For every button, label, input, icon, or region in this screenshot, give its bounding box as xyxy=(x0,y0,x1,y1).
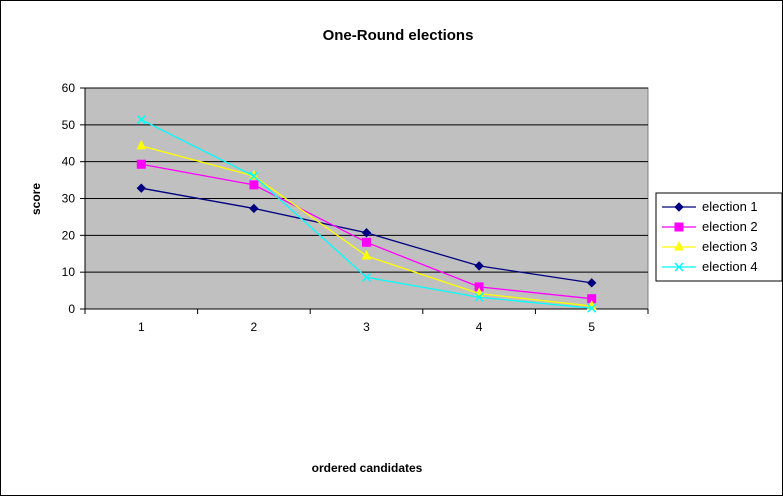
legend-label: election 4 xyxy=(702,259,758,274)
legend-item: election 1 xyxy=(662,199,758,214)
data-point xyxy=(587,303,597,313)
y-axis-label: score xyxy=(29,183,43,215)
y-tick-label: 30 xyxy=(62,192,76,206)
legend-swatch-marker xyxy=(674,202,684,212)
x-tick-label: 3 xyxy=(363,320,370,334)
legend-item: election 2 xyxy=(662,219,758,234)
series-2 xyxy=(136,159,597,304)
y-tick-label: 40 xyxy=(62,155,76,169)
legend-swatch-marker xyxy=(674,222,684,232)
x-axis-tick-labels: 1 2 3 4 5 xyxy=(138,320,595,334)
x-tick-label: 4 xyxy=(476,320,483,334)
x-tick-label: 5 xyxy=(588,320,595,334)
y-tick-label: 10 xyxy=(62,265,76,279)
series-lines xyxy=(136,115,597,313)
data-point xyxy=(249,180,259,190)
legend-item: election 3 xyxy=(662,239,758,254)
legend-label: election 1 xyxy=(702,199,758,214)
data-point xyxy=(136,183,147,193)
data-point xyxy=(361,228,372,238)
data-point xyxy=(362,237,371,247)
data-point xyxy=(249,203,259,214)
legend-swatch-marker xyxy=(674,240,684,251)
data-point xyxy=(586,278,597,288)
data-point xyxy=(136,115,146,125)
data-point xyxy=(361,272,372,282)
data-point xyxy=(136,159,146,169)
data-point xyxy=(136,139,147,150)
legend: election 1 election 2 election 3 election 4 xyxy=(655,192,783,282)
legend-swatch-marker xyxy=(674,262,684,272)
y-tick-label: 60 xyxy=(62,81,76,95)
data-point xyxy=(474,292,484,302)
x-tick-label: 2 xyxy=(251,320,258,334)
y-tick-label: 20 xyxy=(62,228,76,242)
y-tick-label: 0 xyxy=(68,302,75,316)
series-1 xyxy=(136,183,597,288)
series-4 xyxy=(136,115,597,313)
y-axis-tick-labels: 0 10 20 30 40 50 60 xyxy=(62,81,76,316)
data-point xyxy=(249,171,259,181)
legend-item: election 4 xyxy=(662,259,758,274)
x-tick-label: 1 xyxy=(138,320,145,334)
data-point xyxy=(361,249,372,260)
y-tick-label: 50 xyxy=(62,118,76,132)
legend-label: election 2 xyxy=(702,219,758,234)
chart-title: One-Round elections xyxy=(323,27,474,44)
legend-label: election 3 xyxy=(702,239,758,254)
x-axis-label: ordered candidates xyxy=(312,461,423,475)
plot-area xyxy=(80,87,649,314)
data-point xyxy=(474,261,484,271)
